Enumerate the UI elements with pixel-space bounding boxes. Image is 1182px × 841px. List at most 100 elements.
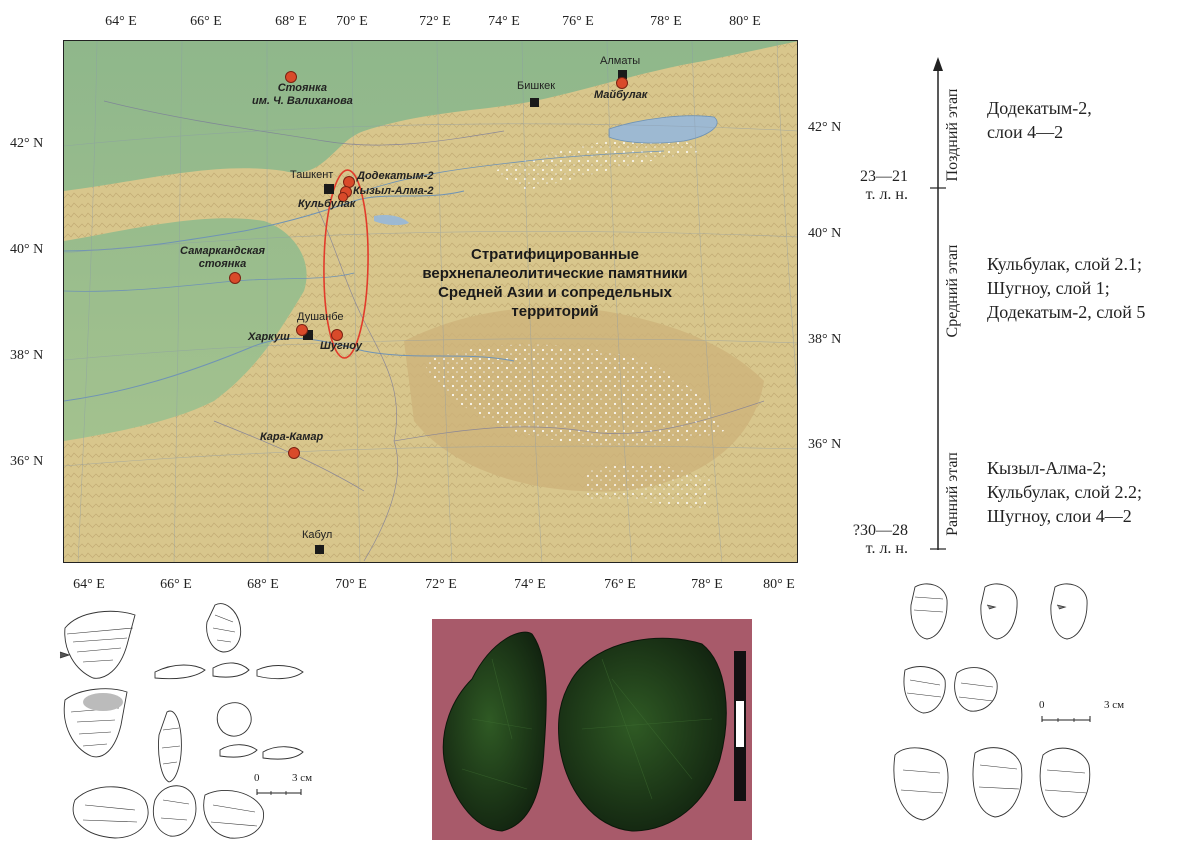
lon-tick-top: 66° E	[190, 14, 222, 29]
endscraper-drawing-3	[1050, 583, 1088, 640]
lon-tick-bottom: 80° E	[763, 577, 795, 592]
city-marker-dushanbe	[303, 330, 313, 340]
site-marker-valikhanov	[285, 71, 297, 83]
scale-left-label: 3 см	[292, 772, 313, 784]
city-label-kabul: Кабул	[302, 529, 333, 541]
lon-tick-bottom: 76° E	[604, 577, 636, 592]
lon-tick-top: 80° E	[729, 14, 761, 29]
city-label-tashkent: Ташкент	[290, 169, 334, 181]
flake-small-drawing	[216, 702, 252, 737]
lon-tick-bottom: 70° E	[335, 577, 367, 592]
stage-desc-line: Шугноу, слои 4—2	[987, 506, 1132, 526]
lat-tick-left: 42° N	[10, 136, 44, 151]
lon-tick-top: 68° E	[275, 14, 307, 29]
lon-tick-top: 64° E	[105, 14, 137, 29]
lon-tick-bottom: 64° E	[73, 577, 105, 592]
river-naryn	[363, 150, 665, 192]
snow-peaks	[424, 344, 724, 446]
site-label-samarkand: Самаркандская стоянка	[180, 245, 265, 271]
lon-tick-top: 76° E	[562, 14, 594, 29]
lon-tick-top: 70° E	[336, 14, 368, 29]
flake-drawing	[206, 603, 242, 653]
timeline-axis	[930, 57, 946, 550]
stage-desc-line: Додекатым-2, слой 5	[987, 302, 1146, 322]
lat-tick-right: 38° N	[808, 332, 842, 347]
artifact-drawings-right	[893, 583, 1091, 821]
boundary-upper-unit: т. л. н.	[865, 186, 908, 203]
boundary-upper: 23—21 т. л. н.	[820, 168, 908, 204]
city-marker-kabul	[315, 545, 324, 554]
core-drawings-middle	[903, 666, 998, 714]
boundary-lower: ?30—28 т. л. н.	[815, 522, 908, 558]
city-marker-bishkek	[530, 98, 539, 107]
scale-right-label: 3 см	[1104, 699, 1125, 711]
lake-kayrakkum	[374, 214, 409, 226]
lon-tick-bottom: 74° E	[514, 577, 546, 592]
lat-tick-right: 40° N	[808, 226, 842, 241]
site-label-kulbulak: Кульбулак	[298, 198, 356, 210]
site-marker-kulbulak	[338, 192, 348, 202]
lat-tick-left: 36° N	[10, 454, 44, 469]
snow-tianshan	[494, 131, 704, 191]
lat-tick-right: 36° N	[808, 437, 842, 452]
city-label-dushanbe: Душанбе	[297, 311, 344, 323]
site-label-valikhanov: Стоянка им. Ч. Валиханова	[252, 82, 353, 108]
site-label-dodekatym: Додекатым-2	[357, 170, 434, 182]
large-flakes	[72, 785, 264, 839]
lat-tick-right: 42° N	[808, 120, 842, 135]
core-drawings-bottom	[893, 747, 1091, 821]
city-marker-tashkent	[324, 184, 334, 194]
lon-tick-top: 74° E	[488, 14, 520, 29]
city-marker-almaty	[618, 70, 627, 79]
site-label-kharkush: Харкуш	[248, 331, 290, 343]
scale-bar-left	[256, 789, 302, 795]
artifact-drawings-left	[59, 603, 304, 839]
map-frame	[63, 40, 798, 563]
blade-drawing-row2	[219, 744, 304, 760]
stage-desc-early: Кызыл-Алма-2; Кульбулак, слой 2.2; Шугно…	[987, 456, 1142, 528]
site-marker-maybulak	[616, 77, 628, 89]
study-area-ellipse	[323, 169, 369, 359]
stage-desc-line: Кульбулак, слой 2.1;	[987, 254, 1143, 274]
map-title-line: Стратифицированные	[470, 246, 639, 263]
site-label-line: Самаркандская	[180, 245, 266, 257]
stage-desc-line: Додекатым-2,	[987, 98, 1092, 118]
lon-tick-bottom: 78° E	[691, 577, 723, 592]
stage-desc-middle: Кульбулак, слой 2.1; Шугноу, слой 1; Дод…	[987, 252, 1145, 324]
map-title-line: Средней Азии и сопредельных	[438, 284, 672, 301]
endscraper-drawing-2	[980, 583, 1018, 640]
stage-desc-line: Кульбулак, слой 2.2;	[987, 482, 1143, 502]
site-marker-shugnou	[331, 329, 343, 341]
lon-tick-top: 72° E	[419, 14, 451, 29]
site-label-line: Стоянка	[277, 82, 327, 94]
site-label-shugnou: Шугноу	[320, 340, 362, 352]
stone-right	[558, 637, 727, 832]
lat-tick-left: 38° N	[10, 348, 44, 363]
core-drawing-upper	[64, 610, 136, 679]
core-drawing-lower	[63, 688, 128, 758]
boundary-upper-value: 23—21	[860, 168, 908, 185]
site-label-maybulak: Майбулак	[594, 89, 648, 101]
map-title: Стратифицированные верхнепалеолитические…	[420, 245, 690, 321]
point-drawing	[158, 710, 182, 783]
scale-bar-right	[1041, 716, 1091, 722]
lon-tick-top: 78° E	[650, 14, 682, 29]
scale-left-zero: 0	[254, 772, 260, 784]
site-label-kyzyl-alma: Кызыл-Алма-2	[353, 185, 434, 197]
stage-label-early: Ранний этап	[944, 452, 961, 536]
lake-issykkul	[608, 115, 718, 144]
stage-desc-line: Кызыл-Алма-2;	[987, 458, 1107, 478]
site-label-kara-kamar: Кара-Камар	[260, 431, 324, 443]
stage-desc-line: Шугноу, слой 1;	[987, 278, 1110, 298]
borders	[103, 100, 765, 562]
site-marker-kara-kamar	[288, 447, 300, 459]
artifact-photo-stones	[442, 631, 746, 832]
stone-left	[442, 631, 547, 832]
map-title-line: верхнепалеолитические памятники	[422, 265, 688, 282]
river-amudarya	[64, 337, 515, 402]
site-label-line: им. Ч. Валиханова	[252, 95, 353, 107]
lon-tick-bottom: 66° E	[160, 577, 192, 592]
site-marker-samarkand	[229, 272, 241, 284]
snow-hindukush	[584, 464, 714, 511]
stage-label-middle: Средний этап	[944, 244, 961, 338]
